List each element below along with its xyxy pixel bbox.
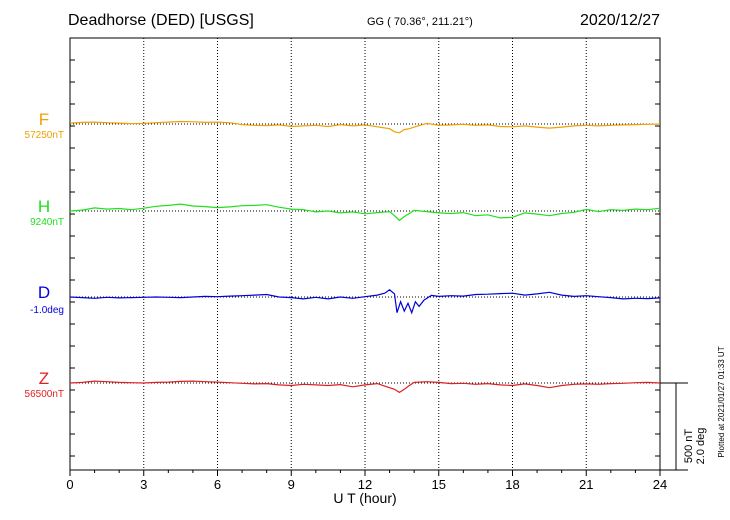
x-tick-label-24: 24 bbox=[653, 477, 667, 492]
baseline-value-F: 57250nT bbox=[25, 130, 64, 141]
x-tick-label-9: 9 bbox=[288, 477, 295, 492]
baseline-value-D: -1.0deg bbox=[30, 305, 64, 316]
station-coords: GG ( 70.36°, 211.21°) bbox=[367, 16, 473, 28]
grid bbox=[143, 38, 587, 470]
scale-nt-label: 500 nT bbox=[683, 429, 695, 464]
trace-H bbox=[69, 203, 661, 222]
component-label-H: H bbox=[38, 197, 50, 216]
component-label-F: F bbox=[39, 110, 49, 129]
x-tick-label-18: 18 bbox=[505, 477, 519, 492]
x-tick-label-21: 21 bbox=[579, 477, 593, 492]
x-tick-label-6: 6 bbox=[214, 477, 221, 492]
x-tick-label-0: 0 bbox=[66, 477, 73, 492]
x-axis-label: U T (hour) bbox=[333, 490, 396, 506]
component-label-Z: Z bbox=[39, 369, 49, 388]
component-label-D: D bbox=[38, 283, 50, 302]
baseline-value-H: 9240nT bbox=[30, 217, 64, 228]
x-tick-label-3: 3 bbox=[140, 477, 147, 492]
x-tick-label-12: 12 bbox=[358, 477, 372, 492]
trace-Z bbox=[69, 380, 661, 394]
baseline-value-Z: 56500nT bbox=[25, 389, 64, 400]
x-axis-ticks: 0 3 6 9 12 15 18 21 24 bbox=[66, 59, 667, 492]
scale-deg-label: 2.0 deg bbox=[695, 428, 707, 465]
trace-F bbox=[69, 120, 661, 134]
scale-bar: 500 nT 2.0 deg bbox=[660, 382, 707, 471]
trace-D bbox=[69, 289, 661, 315]
traces bbox=[69, 120, 661, 394]
x-tick-label-15: 15 bbox=[432, 477, 446, 492]
plot-date: 2020/12/27 bbox=[580, 12, 661, 29]
station-title: Deadhorse (DED) [USGS] bbox=[68, 12, 254, 29]
plotted-note: Plotted at 2021/01/27 01:33 UT bbox=[717, 346, 726, 457]
